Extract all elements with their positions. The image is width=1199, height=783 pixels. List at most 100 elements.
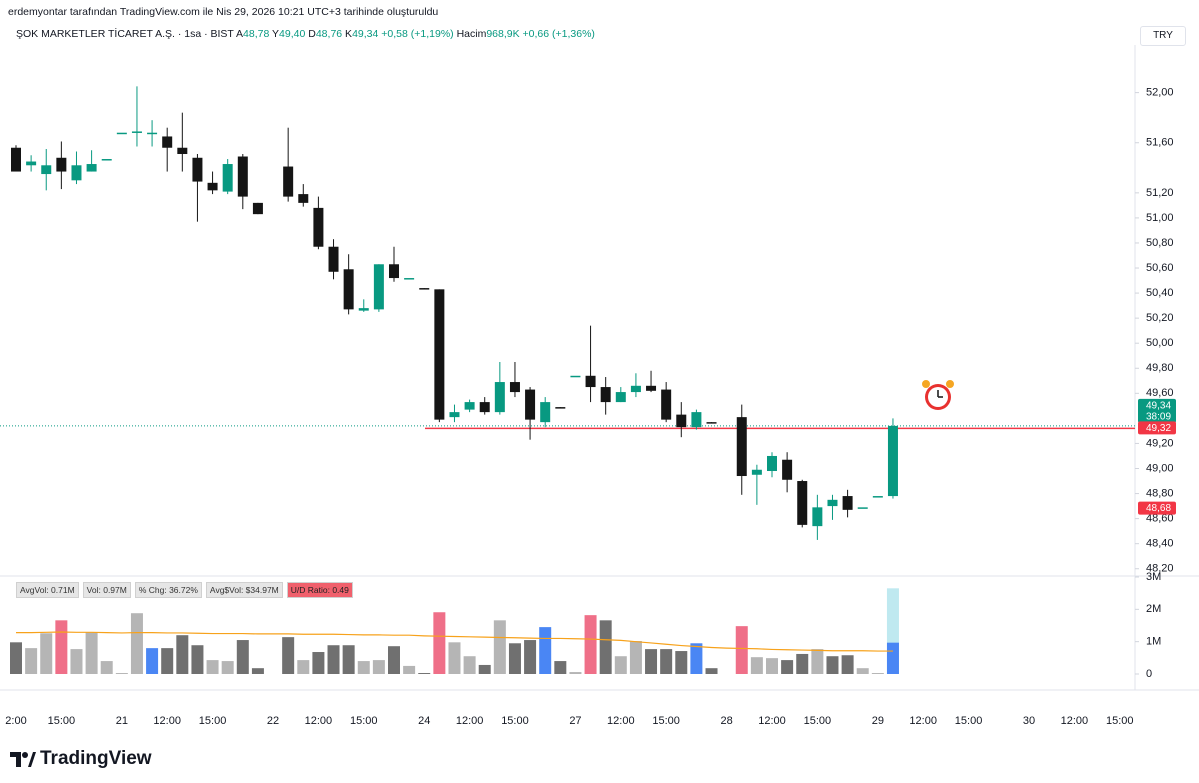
y-tick-label: 50,40 [1146, 287, 1174, 299]
logo: TradingView [40, 748, 152, 769]
candle-body [177, 147, 188, 155]
candle-body [842, 496, 853, 510]
candle-body [812, 507, 823, 527]
candle-body [782, 459, 793, 480]
y-tick-label: 48,40 [1146, 538, 1174, 550]
candle-body [358, 308, 369, 311]
candle-body [328, 246, 339, 272]
y-tick-label: 51,00 [1146, 212, 1174, 224]
x-tick-label: 24 [418, 715, 430, 727]
volume-bar [100, 661, 113, 674]
volume-bar [191, 645, 204, 674]
x-tick-label: 15:00 [1106, 715, 1134, 727]
volume-average [16, 631, 893, 652]
volume-bar [599, 620, 612, 674]
candle-body [525, 389, 536, 420]
candle-body [706, 422, 717, 424]
volume-bar [146, 648, 159, 674]
candle-body [26, 161, 37, 166]
candle-body [162, 136, 173, 148]
volume-bar [524, 640, 537, 674]
volume-bar [236, 640, 249, 674]
y-tick-label: 50,00 [1146, 337, 1174, 349]
volume-bar [85, 632, 98, 674]
volume-bar [690, 643, 703, 674]
volume-bar [418, 673, 431, 674]
volume-tick-label: 2M [1146, 603, 1161, 615]
symbol: ŞOK MARKETLER TİCARET A.Ş. · 1sa · BIST [16, 28, 234, 40]
candle-body [691, 412, 702, 428]
volume-bar [10, 642, 22, 674]
candle-body [570, 375, 581, 378]
volume-bar [629, 641, 642, 674]
volume-bar [25, 648, 38, 674]
x-tick-label: 22 [267, 715, 279, 727]
volume-bar [645, 649, 658, 674]
ohlc-value: 49,34 [352, 28, 379, 40]
volume-bar [70, 649, 83, 674]
ohlc-key: D [308, 28, 316, 40]
x-tick-label: 29 [872, 715, 884, 727]
y-tick-label: 50,20 [1146, 312, 1174, 324]
badge: % Chg: 36.72% [134, 582, 202, 598]
y-tick-label: 50,60 [1146, 262, 1174, 274]
candle-body [11, 147, 21, 172]
volume-bar [826, 656, 839, 674]
volume-bar [508, 643, 521, 674]
ohlc-value: 48,78 [243, 28, 270, 40]
candle-body [252, 202, 263, 215]
candle-body [555, 407, 566, 409]
currency-button[interactable]: TRY [1140, 26, 1186, 46]
candle-body [101, 159, 112, 161]
candle-body [494, 382, 505, 413]
x-tick-label: 28 [721, 715, 733, 727]
candle-body [41, 165, 52, 175]
candle-body [222, 164, 233, 192]
candle-body [736, 417, 747, 477]
x-tick-label: 12:00 [456, 715, 484, 727]
y-tick-label: 49,80 [1146, 362, 1174, 374]
y-tick-label: 49,00 [1146, 462, 1174, 474]
candle-body [237, 156, 248, 197]
y-tick-label: 51,60 [1146, 137, 1174, 149]
volume-bar [176, 635, 189, 674]
volume-bar [221, 661, 234, 674]
y-tick-label: 52,00 [1146, 87, 1174, 99]
candle-body [464, 402, 475, 410]
volume-bar [115, 673, 128, 674]
candle-body [404, 278, 415, 280]
candle-body [373, 264, 384, 310]
x-tick-label: 12:00 [758, 715, 786, 727]
x-tick-label: 15:00 [652, 715, 680, 727]
y-tick-label: 49,60 [1146, 387, 1174, 399]
volume-bar [781, 660, 794, 674]
volume-bar [55, 620, 68, 674]
volume-badges: AvgVol: 0.71M Vol: 0.97M % Chg: 36.72% A… [16, 582, 353, 598]
candle-body [585, 375, 596, 388]
alarm-icon[interactable] [922, 380, 954, 410]
volume-bar [811, 649, 824, 674]
x-tick-label: 2:00 [5, 715, 26, 727]
x-tick-label: 12:00 [607, 715, 635, 727]
price-label: 48,68 [1146, 503, 1171, 514]
volume-bar [161, 648, 174, 674]
price-label: 49,32 [1146, 423, 1171, 434]
candle-body [857, 507, 868, 509]
badge: Vol: 0.97M [82, 582, 131, 598]
price-label: 49,34 [1146, 401, 1171, 412]
volume-bar [856, 668, 869, 674]
candle-body [872, 496, 883, 498]
volume-tick-label: 1M [1146, 636, 1161, 648]
volume-bar [766, 658, 778, 674]
y-tick-label: 48,20 [1146, 563, 1174, 575]
volume-bar [569, 672, 582, 674]
volume-bar [871, 673, 884, 674]
volume-bar [750, 657, 763, 674]
candle-body [207, 182, 218, 191]
candle-body [449, 412, 460, 418]
volume-value: 968,9K [486, 28, 520, 40]
candle-body [540, 402, 551, 423]
logo-icon [10, 752, 36, 767]
